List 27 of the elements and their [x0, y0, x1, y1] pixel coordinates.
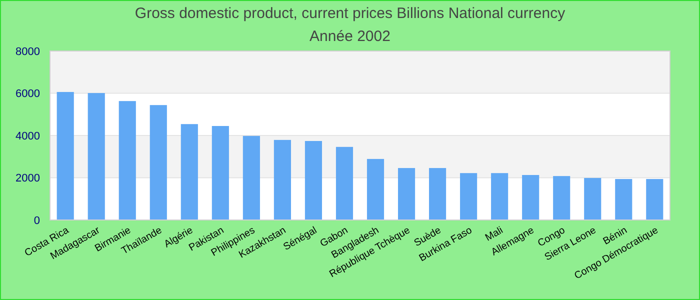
bar: [88, 93, 105, 220]
bar: [615, 179, 632, 220]
bar: [460, 173, 478, 220]
bar: [118, 101, 136, 220]
chart-subtitle: Année 2002: [310, 28, 390, 45]
bar: [56, 92, 74, 220]
bar: [553, 176, 570, 220]
y-tick-label: 2000: [16, 172, 40, 185]
y-tick-label: 8000: [16, 46, 40, 58]
y-tick-label: 6000: [16, 88, 40, 100]
bar: [212, 126, 229, 220]
bar: [274, 140, 291, 220]
bar: [522, 175, 540, 220]
bar: [304, 140, 322, 220]
bar: [398, 168, 416, 220]
chart-title: Gross domestic product, current prices Billions National currency: [134, 5, 566, 22]
y-tick-label: 0: [34, 214, 40, 227]
bar: [429, 168, 446, 220]
bar: [646, 179, 664, 220]
bar: [242, 136, 260, 220]
bar: [150, 105, 167, 220]
bar: [180, 124, 198, 220]
bar: [366, 158, 384, 220]
bar: [584, 178, 602, 220]
bar: [491, 173, 508, 220]
bar: [336, 146, 354, 220]
y-tick-label: 4000: [16, 130, 40, 142]
